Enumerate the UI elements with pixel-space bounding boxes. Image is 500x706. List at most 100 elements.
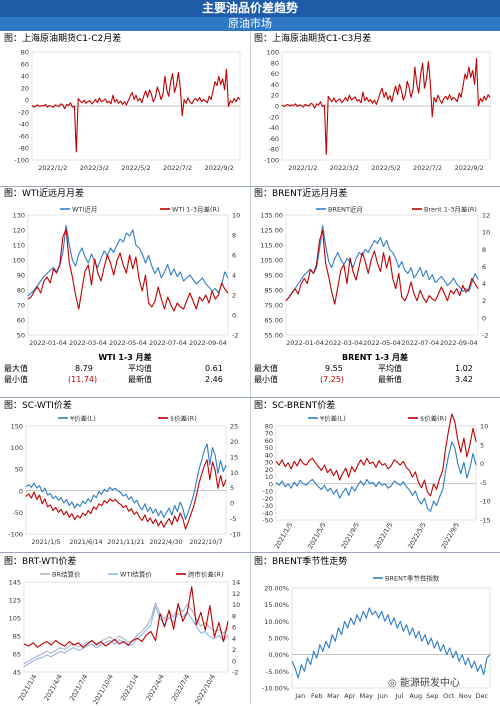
x-tick-label: 2022/1/2 [38, 164, 67, 172]
y-tick-label: 20 [265, 466, 273, 474]
stat-label: 最小值 [254, 375, 278, 384]
y-tick-label: -20 [268, 113, 279, 121]
series-line [285, 229, 479, 305]
x-tick-label: Mar [327, 692, 340, 700]
legend-label: ¥价差(L) [70, 414, 96, 423]
y2-tick-label: 4 [232, 272, 236, 280]
series-line [25, 459, 227, 530]
legend-label: 跨市价差(R) [188, 570, 224, 579]
x-tick-label: 2022-03-04 [325, 339, 363, 347]
stat-value: 3.42 [455, 375, 473, 384]
x-tick-label: 2022/7/2 [163, 164, 192, 172]
y2-tick-label: -15 [480, 517, 491, 525]
y2-tick-label: 10 [230, 469, 238, 477]
legend-label: BR结算价 [52, 570, 81, 579]
chart-title: 图：BRT-WTI价差 [4, 557, 77, 567]
chart-title: 图：上海原油期货C1-C2月差 [4, 34, 122, 44]
y-tick-label: 60 [17, 317, 25, 325]
y-tick-label: 120 [13, 227, 25, 235]
x-tick-label: May [360, 692, 374, 700]
row-divider [0, 186, 500, 187]
y2-tick-label: 5 [480, 441, 484, 449]
y2-tick-label: 4 [482, 280, 486, 288]
y-tick-label: 15.00% [264, 601, 289, 609]
y2-tick-label: 10 [482, 229, 490, 237]
y-tick-label: 0.00% [268, 651, 289, 659]
y-tick-label: 0 [25, 97, 29, 105]
x-tick-label: 2022/1/2 [288, 164, 317, 172]
y-tick-label: 105 [9, 615, 21, 623]
stat-value: 1.02 [455, 364, 473, 373]
legend-label: BRENT季节性指数 [385, 574, 440, 583]
y-tick-label: -10 [262, 488, 273, 496]
series-line [31, 68, 241, 153]
y-tick-label: 65.00 [264, 317, 283, 325]
y-tick-label: 80 [17, 287, 25, 295]
stats-row: 最大值 8.79 平均值 0.61 [0, 363, 250, 374]
x-tick-label: 2022-05-04 [109, 339, 147, 347]
x-tick-label: Jun [377, 692, 388, 700]
stat-value: (11.74) [68, 375, 98, 384]
legend-label: WTI 1-3月差(R) [172, 205, 220, 214]
stat-label: 最大值 [254, 364, 278, 373]
series-line [285, 224, 479, 301]
brent-spread-chart: 135.00 125.00 115.00 105.00 95.00 85.00 75.00 6… [260, 205, 490, 348]
y-tick-label: -100 [264, 157, 279, 165]
y2-tick-label: -2 [232, 332, 238, 340]
y2-tick-label: 0 [232, 657, 236, 665]
y-tick-label: 85.00 [264, 287, 283, 295]
x-tick-label: 2022-07-04 [402, 339, 440, 347]
y2-tick-label: 10 [232, 601, 240, 609]
y-tick-label: 40 [21, 73, 29, 81]
y-tick-label: 50 [15, 466, 23, 474]
y2-tick-label: 14 [232, 579, 240, 587]
x-tick-label: 2022/9/2 [455, 164, 484, 172]
x-tick-label: 2022/1/5 [373, 521, 395, 550]
y2-tick-label: -2 [232, 669, 238, 677]
x-tick-label: 2022/5/5 [406, 521, 428, 550]
x-tick-label: 2021/4/4 [42, 673, 64, 702]
y-tick-label: 90 [17, 272, 25, 280]
stats-row: 最小值 (7.25) 最新值 3.42 [250, 374, 500, 385]
y2-tick-label: -2 [482, 332, 488, 340]
legend-label: WTI结算价 [120, 570, 152, 579]
y-tick-label: -60 [268, 135, 279, 143]
wti-spread-chart: 130 120 110 100 90 80 70 60 50 10 8 6 4 2 0 -2 2022-01-0… [13, 205, 241, 348]
y2-tick-label: -10 [480, 498, 491, 506]
y2-tick-label: 10 [232, 212, 240, 220]
y-tick-label: -40 [268, 124, 279, 132]
y-tick-label: 45 [13, 669, 21, 677]
c1c3-spread-chart: 100 80 60 40 20 0 -20 -40 -60 -80 -100 2022/1/2 2022… [264, 49, 491, 172]
x-tick-label: 2022-09-04 [189, 339, 227, 347]
y-tick-label: 125.00 [260, 227, 283, 235]
x-tick-label: 2022/10/7 [189, 538, 222, 546]
x-tick-label: 2022-01-04 [286, 339, 324, 347]
plot-area [27, 214, 229, 336]
row-divider [0, 397, 500, 398]
y-tick-label: 100 [11, 444, 23, 452]
y2-tick-label: 10 [480, 423, 488, 431]
wechat-icon: ◎ [388, 678, 400, 689]
y-tick-label: 95.00 [264, 272, 283, 280]
y2-tick-label: 2 [232, 292, 236, 300]
x-tick-label: 2021/5/5 [306, 521, 328, 550]
y2-tick-label: -5 [230, 515, 236, 523]
x-tick-label: 2021/9/5 [340, 521, 362, 550]
y-tick-label: -50 [262, 517, 273, 525]
y-tick-label: -80 [18, 145, 29, 153]
y-tick-label: 5.00% [268, 635, 289, 643]
x-tick-label: 2022/7/4 [170, 673, 192, 702]
y-tick-label: 130 [13, 212, 25, 220]
y-tick-label: 20.00% [264, 585, 289, 593]
brent-stats-table: BRENT 1-3 月差 最大值 9.55 平均值 1.02 最小值 (7.25… [250, 352, 500, 385]
y2-tick-label: 12 [232, 590, 240, 598]
y-tick-label: 65 [13, 651, 21, 659]
y-tick-label: 75.00 [264, 302, 283, 310]
y-tick-label: 70 [265, 430, 273, 438]
y-tick-label: -20 [262, 495, 273, 503]
y-tick-label: -50 [12, 509, 23, 517]
y-tick-label: 0 [269, 480, 273, 488]
y-tick-label: 115.00 [260, 242, 283, 250]
y2-tick-label: 2 [232, 646, 236, 654]
